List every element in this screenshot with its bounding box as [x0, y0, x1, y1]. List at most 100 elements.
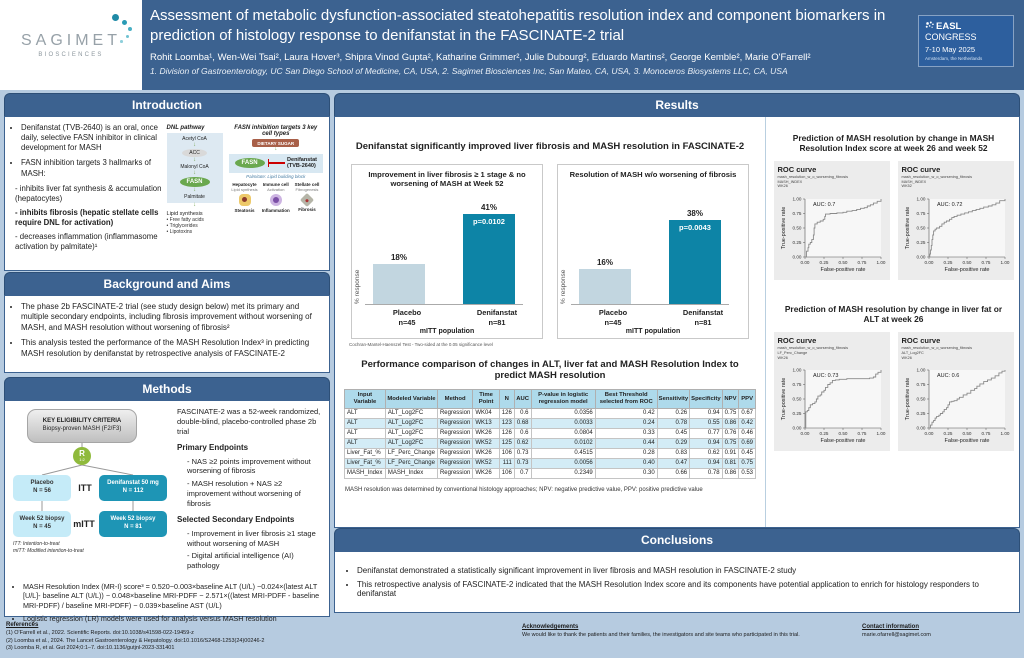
congress-location: Amsterdam, the Netherlands	[925, 56, 983, 61]
table-cell: 0.73	[513, 457, 532, 469]
bar	[579, 269, 631, 304]
svg-text:0.75: 0.75	[792, 383, 801, 388]
authors: Rohit Loomba¹, Wen-Wei Tsai², Laura Hove…	[150, 51, 811, 63]
table-cell: 0.40	[594, 457, 658, 469]
stellate-cell-icon	[299, 192, 315, 207]
table-cell: ALT	[344, 437, 386, 449]
table-header-cell: N	[498, 389, 515, 409]
table-cell: 0.68	[513, 417, 532, 429]
x-category-label: Denifanstat n=81	[476, 308, 518, 327]
dnl-step: Acetyl CoA	[182, 136, 207, 142]
table-cell: 106	[498, 467, 515, 479]
svg-text:0.50: 0.50	[838, 260, 847, 265]
methods-header: Methods	[4, 377, 330, 400]
table-cell: 0.0102	[530, 437, 596, 449]
svg-text:AUC: 0.73: AUC: 0.73	[813, 373, 838, 379]
table-cell: ALT	[344, 407, 386, 419]
intro-diagram: DNL pathway Acetyl CoA ↓ ACC ↓ Malonyl C…	[166, 123, 323, 264]
svg-text:False-positive rate: False-positive rate	[820, 267, 865, 273]
svg-text:0.75: 0.75	[792, 211, 801, 216]
bar-chart-mash-resolution: Resolution of MASH w/o worsening of fibr…	[557, 164, 749, 340]
table-cell: 0.94	[689, 437, 723, 449]
bar-chart-title: Resolution of MASH w/o worsening of fibr…	[569, 170, 737, 179]
x-axis-label: mITT population	[419, 328, 475, 336]
table-cell: 0.78	[689, 467, 723, 479]
svg-text:0.25: 0.25	[792, 240, 801, 245]
table-cell: WK13	[472, 417, 500, 429]
table-cell: 0.6	[513, 427, 532, 439]
bar-value-label: 41%	[480, 203, 497, 212]
svg-text:0.25: 0.25	[943, 260, 952, 265]
table-cell: ALT	[344, 427, 386, 439]
table-cell: 0.55	[689, 417, 723, 429]
svg-text:0.50: 0.50	[962, 431, 971, 436]
randomization-node: R 1:2	[73, 447, 91, 465]
svg-text:AUC: 0.6: AUC: 0.6	[937, 373, 959, 379]
bar	[373, 264, 425, 304]
week52-biopsy-placebo-box: Week 52 biopsy N = 45	[13, 511, 71, 537]
svg-text:0.50: 0.50	[962, 260, 971, 265]
down-arrow-icon: ↓	[193, 142, 197, 148]
table-cell: ALT	[344, 417, 386, 429]
bar-value-label: 38%	[686, 209, 703, 218]
bar-charts-heading: Denifanstat significantly improved liver…	[355, 141, 745, 152]
svg-text:1.00: 1.00	[792, 368, 801, 373]
svg-text:0.00: 0.00	[792, 255, 801, 260]
y-axis-label: % response	[560, 269, 567, 304]
down-arrow-icon: ↓	[193, 170, 197, 176]
bar-chart-footnote: Cochran-Mantel-Haenszel Test - Two-sided…	[349, 342, 493, 348]
table-header-cell: P-value in logistic regression model	[530, 389, 596, 409]
lipid-item: • Triglycerides	[166, 223, 198, 229]
background-bullet: The phase 2b FASCINATE-2 trial (see stud…	[21, 302, 323, 333]
table-cell: 0.45	[738, 447, 756, 459]
x-category-label: Denifanstat n=81	[682, 308, 724, 327]
table-cell: 0.0033	[530, 417, 596, 429]
itt-label: ITT	[78, 483, 92, 493]
roc-bottom-heading: Prediction of MASH resolution by change …	[784, 304, 1003, 325]
table-row: ALT ALT_Log2FC Regression WK13 123 0.68 0.0033…	[344, 417, 756, 429]
bar-chart-title: Improvement in liver fibrosis ≥ 1 stage …	[368, 170, 526, 188]
table-header-cell: Sensitivity	[656, 389, 691, 409]
dnl-step: Malonyl CoA	[180, 164, 209, 170]
svg-text:0.50: 0.50	[916, 397, 925, 402]
svg-text:1.00: 1.00	[876, 260, 885, 265]
week52-biopsy-denifanstat-box: Week 52 biopsy N = 81	[99, 511, 167, 537]
results-header: Results	[334, 93, 1020, 116]
table-cell: WK26	[472, 427, 500, 439]
svg-text:1.00: 1.00	[1000, 260, 1009, 265]
svg-text:True-positive rate: True-positive rate	[905, 207, 911, 250]
conclusion-bullet: Denifanstat demonstrated a statistically…	[357, 566, 1013, 575]
svg-text:0.75: 0.75	[916, 383, 925, 388]
congress-date: 7-10 May 2025	[925, 45, 976, 54]
primary-endpoint: MASH resolution + NAS ≥2 improvement wit…	[187, 479, 323, 508]
reference-item: (3) Loomba R, et al. Gut 2024;0:1–7. doi…	[6, 644, 175, 651]
bar: p=0.0043	[669, 220, 721, 304]
svg-text:0.75: 0.75	[857, 260, 866, 265]
lipid-item: • Lipotoxins	[166, 229, 193, 235]
table-cell: 0.33	[594, 427, 658, 439]
svg-text:0.75: 0.75	[857, 431, 866, 436]
acc-node: ACC	[182, 149, 207, 157]
table-cell: 0.46	[738, 427, 756, 439]
cell-type-immune: Immune cell Activation Inflammation	[261, 181, 290, 213]
x-axis-label: mITT population	[625, 328, 681, 336]
table-header-cell: AUC	[513, 389, 532, 409]
background-bullet: This analysis tested the performance of …	[21, 338, 323, 359]
down-arrow-icon: ↓	[193, 157, 197, 163]
table-cell: 0.0056	[530, 457, 596, 469]
table-header-cell: Input Variable	[344, 389, 386, 409]
acknowledgements-title: Acknowledgements	[522, 624, 579, 630]
header: SAGIMET BIOSCIENCES Assessment of metabo…	[0, 0, 1024, 90]
bar-value-label: 18%	[390, 253, 407, 262]
roc-title: ROC curve	[901, 165, 941, 174]
svg-text:0.75: 0.75	[916, 211, 925, 216]
roc-panel-liver-fat-wk26: ROC curve mash_resolution_w_o_worsening_f…	[773, 332, 890, 452]
svg-text:0.25: 0.25	[916, 240, 925, 245]
table-cell: 125	[498, 437, 515, 449]
svg-text:1.00: 1.00	[916, 197, 925, 202]
reference-item: (2) Loomba et al., 2024. The Lancet Gast…	[6, 637, 265, 644]
table-cell: 0.62	[513, 437, 532, 449]
roc-title: ROC curve	[901, 336, 941, 346]
intro-subitem: - decreases inflammation (inflammasome a…	[15, 232, 158, 252]
table-header-cell: Best Threshold selected from ROC	[594, 389, 658, 409]
